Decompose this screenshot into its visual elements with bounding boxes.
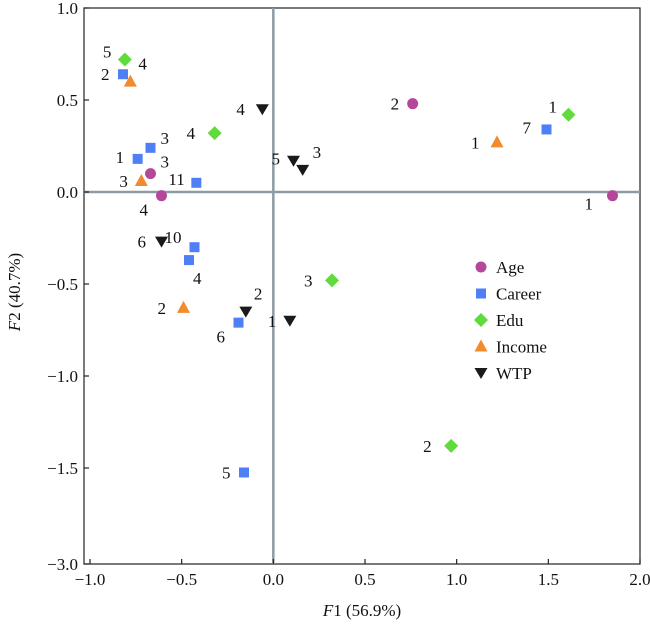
point-career-3	[145, 142, 156, 153]
legend-label: Income	[496, 338, 547, 357]
point-label: 5	[272, 150, 281, 169]
x-tick-label: 0.5	[354, 570, 375, 589]
point-age-2	[407, 98, 419, 110]
point-label: 2	[391, 95, 400, 114]
point-label: 4	[140, 201, 149, 220]
legend-label: Edu	[496, 311, 524, 330]
legend-label: WTP	[496, 364, 532, 383]
point-age-4	[156, 190, 167, 202]
y-tick-label: −1.0	[47, 367, 78, 386]
point-label: 1	[471, 133, 480, 152]
point-label: 3	[313, 143, 322, 162]
axes: −1.0 −0.5 0.0 0.5 1.0 1.5 2.0 1.0 0.5 0.0 −0.5 −1.0…	[47, 0, 650, 589]
point-wtp-6	[155, 236, 168, 248]
legend-marker-edu	[474, 313, 488, 327]
point-label: 2	[158, 299, 167, 318]
point-wtp-4	[255, 104, 269, 116]
point-income-3	[134, 173, 148, 186]
y-tick-label: 1.0	[57, 0, 78, 18]
plot-frame	[83, 7, 641, 565]
legend: Age Career Edu Income WTP	[474, 258, 547, 383]
y-tick-label: −0.5	[47, 275, 78, 294]
legend-marker-age	[475, 261, 487, 273]
point-career-7	[541, 124, 552, 135]
point-label: 2	[254, 285, 262, 304]
point-edu-5	[117, 52, 132, 67]
x-tick-label: 0.0	[263, 570, 284, 589]
point-career-4	[184, 255, 194, 266]
point-income-4	[123, 74, 137, 87]
point-label: 1	[268, 312, 277, 331]
point-age-3	[145, 168, 156, 180]
legend-label: Career	[496, 285, 542, 304]
point-label: 4	[193, 269, 202, 288]
point-label: 4	[138, 55, 147, 74]
point-label: 2	[423, 437, 432, 456]
point-career-10	[189, 242, 200, 253]
point-career-11	[191, 177, 202, 188]
point-label: 4	[236, 100, 245, 119]
point-career-1	[132, 153, 143, 164]
x-tick-label: 1.5	[538, 570, 559, 589]
point-label: 3	[161, 129, 170, 148]
point-label: 6	[138, 233, 147, 252]
point-edu-4	[207, 126, 222, 141]
point-age-1	[607, 190, 618, 202]
point-income-1	[490, 135, 504, 148]
point-income-2	[177, 300, 190, 313]
point-label: 5	[222, 463, 231, 482]
point-label: 4	[187, 124, 196, 143]
point-label: 6	[217, 328, 226, 347]
legend-marker-career	[476, 288, 486, 299]
point-career-2	[118, 69, 128, 80]
x-tick-label: −0.5	[166, 570, 197, 589]
x-axis-label: F1 (56.9%)	[322, 601, 401, 620]
y-tick-label: 0.5	[57, 91, 78, 110]
point-label: 10	[165, 228, 182, 247]
point-label: 3	[304, 271, 313, 290]
y-tick-label: −3.0	[47, 555, 78, 574]
point-wtp-1	[283, 315, 297, 327]
y-axis-label: F2 (40.7%)	[5, 253, 24, 332]
point-label: 1	[549, 98, 558, 117]
x-tick-label: 2.0	[629, 570, 650, 589]
point-label: 11	[168, 170, 184, 189]
y-tick-label: 0.0	[57, 183, 78, 202]
point-label: 1	[116, 148, 125, 167]
point-label: 7	[523, 118, 532, 137]
point-label: 2	[101, 65, 110, 84]
point-label: 3	[119, 172, 128, 191]
point-label: 1	[585, 195, 594, 214]
x-tick-label: 1.0	[446, 570, 467, 589]
legend-marker-wtp	[474, 368, 488, 379]
legend-marker-income	[474, 339, 488, 352]
point-wtp-5	[287, 155, 300, 167]
point-wtp-2	[239, 306, 253, 318]
point-career-6	[233, 317, 244, 328]
point-label: 5	[103, 43, 112, 62]
point-career-5	[239, 467, 249, 478]
point-wtp-3	[296, 164, 310, 176]
point-label: 3	[161, 153, 170, 172]
point-edu-2	[444, 438, 459, 453]
x-tick-label: −1.0	[75, 570, 106, 589]
legend-label: Age	[496, 258, 524, 277]
point-edu-3	[325, 273, 339, 288]
point-edu-1	[561, 107, 576, 122]
y-tick-label: −1.5	[47, 459, 78, 478]
